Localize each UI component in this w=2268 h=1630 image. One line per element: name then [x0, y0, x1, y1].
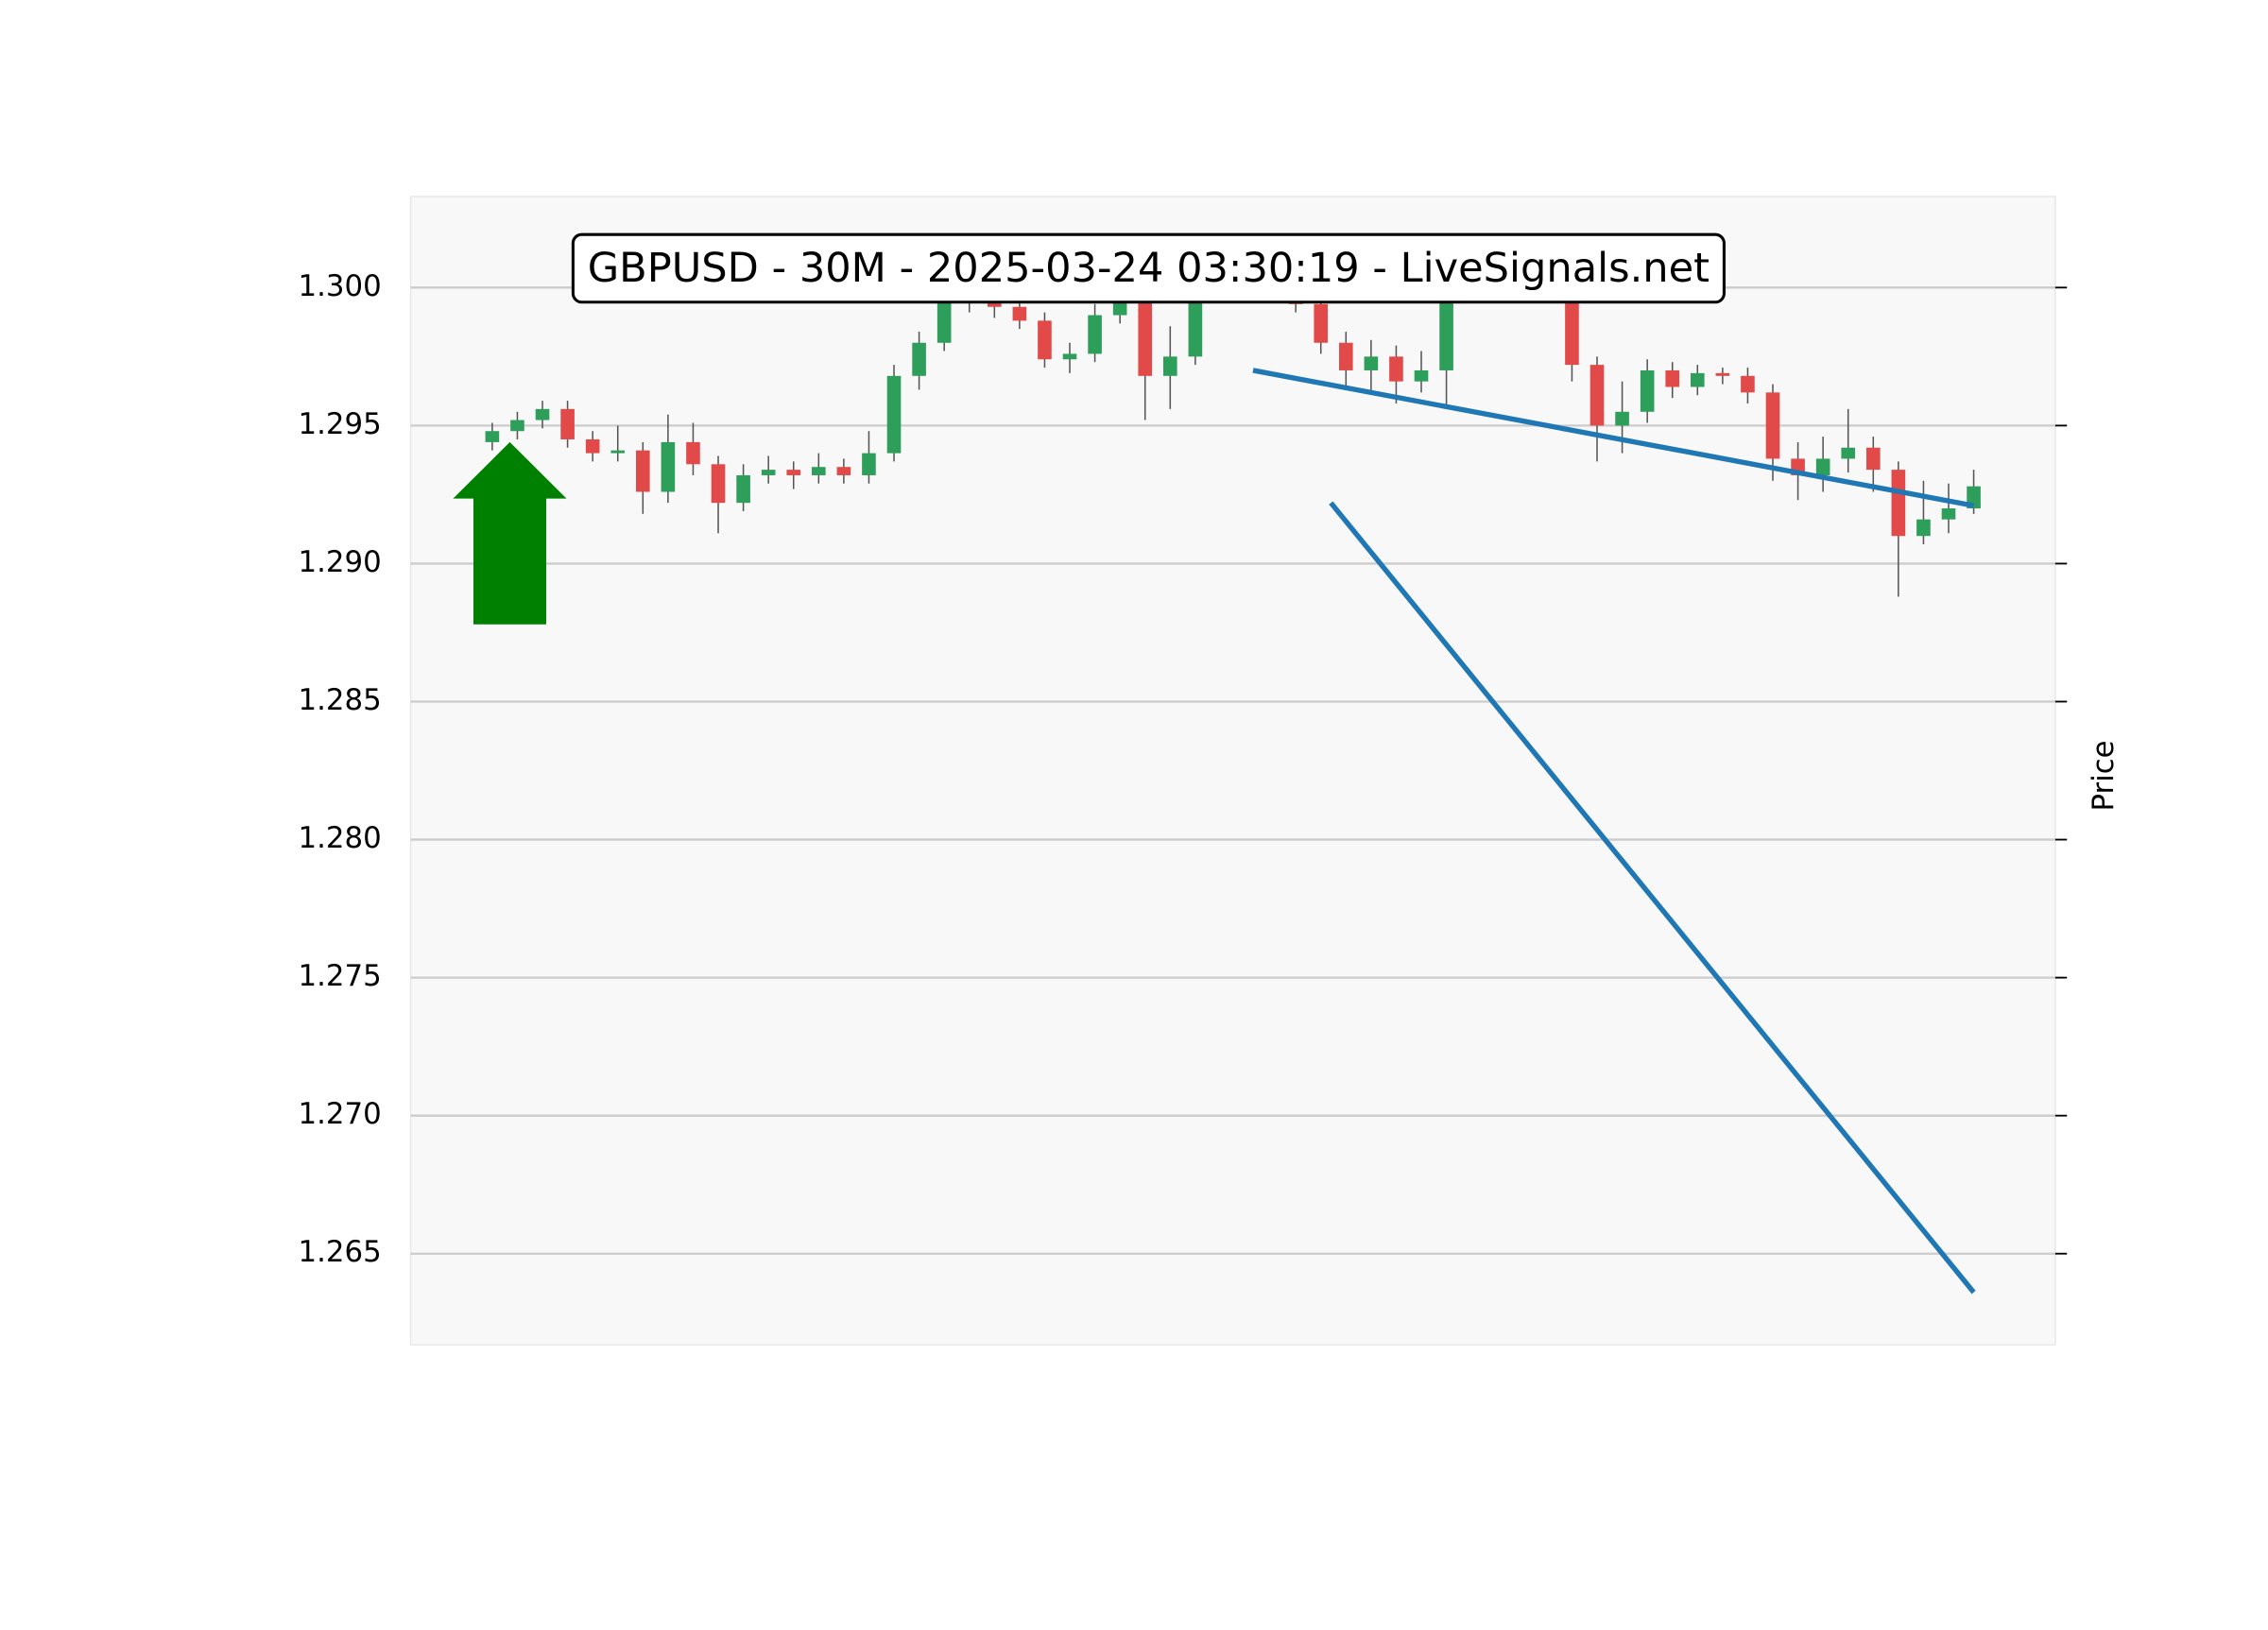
candle-body [1088, 315, 1102, 354]
candle-body [560, 408, 575, 439]
candle-body [535, 408, 550, 420]
candle-body [711, 464, 726, 504]
candle-body [1138, 293, 1153, 376]
y-tick-label: 1.300 [299, 269, 382, 303]
candle-body [912, 342, 926, 376]
candle-body [636, 450, 650, 492]
y-tick-label: 1.265 [299, 1235, 382, 1269]
candle-body [1414, 369, 1429, 382]
y-tick-label: 1.280 [299, 821, 382, 855]
trend-line [1252, 368, 1975, 508]
y-tick-label: 1.295 [299, 407, 382, 441]
candle-body [1012, 306, 1027, 321]
candle-body [1891, 470, 1906, 537]
candle-body [1841, 447, 1856, 459]
candle-body [1589, 365, 1605, 426]
candle-body [510, 420, 524, 432]
candle-body [1815, 458, 1830, 475]
chart-title: GBPUSD - 30M - 2025-03-24 03:30:19 - Liv… [588, 245, 1710, 292]
candle-body [862, 453, 876, 475]
candle-body [736, 474, 750, 504]
candle-body [610, 450, 626, 454]
candle-body [1565, 284, 1579, 366]
title-box [571, 232, 1726, 304]
candle-body [1741, 375, 1755, 393]
candle-body [1615, 411, 1629, 426]
candle-body [1916, 519, 1931, 537]
candle-body [1062, 353, 1077, 360]
y-tick-label: 1.275 [299, 959, 382, 993]
candle-body [1690, 372, 1705, 387]
candle-body [1314, 303, 1329, 343]
candle-body [1765, 392, 1780, 459]
y-tick-label: 1.285 [299, 683, 382, 717]
candle-body [1389, 356, 1403, 382]
candle-body [1640, 369, 1655, 412]
candle-body [1364, 356, 1379, 370]
candle-body [786, 470, 801, 475]
candle-body [1715, 372, 1730, 376]
candle-body [1338, 342, 1353, 370]
y-axis-label: Price [2087, 740, 2121, 811]
y-tick-label: 1.270 [299, 1097, 382, 1131]
candle-body [886, 375, 902, 454]
candle-body [1439, 293, 1453, 370]
signal-arrow [453, 441, 567, 625]
candle-body [812, 467, 826, 475]
candle-body [836, 467, 851, 475]
candle-body [936, 300, 952, 343]
candle-body [1941, 508, 1956, 520]
candle-body [585, 438, 600, 454]
candle-body [686, 441, 700, 465]
y-tick-label: 1.290 [299, 545, 382, 579]
candle-body [1865, 447, 1881, 471]
plot-area [409, 196, 2056, 1346]
candle-body [661, 441, 676, 492]
candle-body [1038, 320, 1052, 360]
candle-body [485, 431, 500, 442]
candle-body [761, 470, 776, 475]
trend-line [1329, 501, 1976, 1295]
candle-body [1665, 369, 1680, 387]
candle-body [1162, 356, 1177, 376]
